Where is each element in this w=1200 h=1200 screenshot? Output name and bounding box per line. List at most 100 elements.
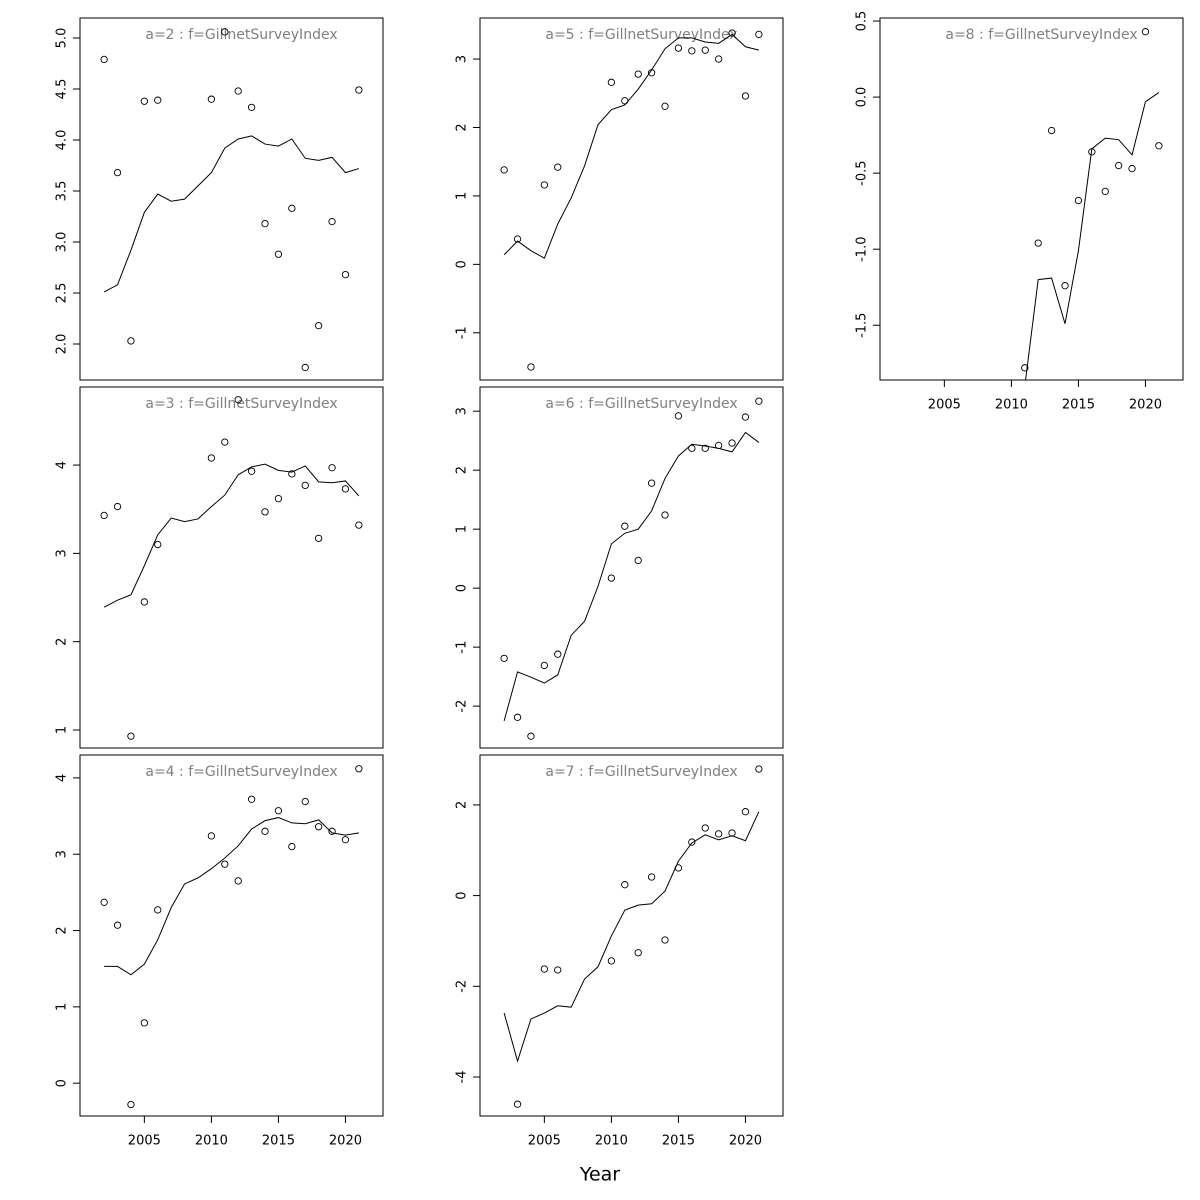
plot-area	[503, 765, 763, 1108]
observed-point	[301, 363, 309, 372]
plot-area	[500, 397, 763, 740]
observed-point	[554, 966, 562, 974]
observed-point	[688, 838, 696, 846]
observed-point	[207, 454, 216, 462]
observed-point	[513, 713, 522, 721]
x-tick-label: 2010	[995, 398, 1028, 413]
panel-title: a=3 : f=GillnetSurveyIndex	[145, 396, 337, 412]
observed-point	[301, 481, 309, 490]
observed-point	[688, 444, 696, 452]
observed-point	[1155, 142, 1163, 150]
observed-point	[127, 337, 135, 345]
observed-point	[500, 166, 508, 174]
observed-point	[100, 511, 108, 520]
observed-point	[113, 502, 122, 511]
plot-area	[1021, 28, 1163, 380]
observed-point	[661, 102, 669, 110]
observed-point	[261, 827, 269, 835]
panel-title: a=2 : f=GillnetSurveyIndex	[145, 27, 337, 43]
y-tick-label: -0.5	[855, 160, 870, 185]
observed-point	[714, 441, 723, 450]
y-tick-label: -1.5	[855, 313, 870, 338]
observed-point	[527, 732, 535, 740]
observed-point	[274, 807, 283, 815]
observed-point	[634, 556, 642, 565]
observed-point	[301, 797, 309, 806]
observed-point	[113, 168, 122, 177]
panel-frame	[79, 754, 384, 1117]
x-tick-label: 2020	[329, 1134, 362, 1149]
y-tick-label: 2	[55, 638, 70, 646]
observed-point	[261, 219, 269, 228]
observed-point	[527, 363, 535, 371]
y-tick-label: -2	[455, 700, 470, 713]
observed-point	[540, 181, 549, 189]
observed-point	[341, 836, 350, 844]
y-tick-label: 3	[455, 55, 470, 63]
observed-point	[314, 321, 323, 330]
observed-point	[647, 69, 656, 77]
observed-point	[127, 1100, 135, 1109]
y-tick-label: 2	[55, 926, 70, 934]
y-tick-label: 3	[455, 407, 470, 415]
plot-area	[100, 765, 363, 1109]
fitted-line	[503, 431, 760, 722]
observed-point	[100, 55, 108, 64]
observed-point	[355, 521, 363, 529]
observed-point	[355, 765, 363, 773]
observed-point	[741, 808, 750, 816]
y-tick-label: 4	[55, 774, 70, 782]
observed-point	[728, 439, 736, 447]
plot-area	[500, 29, 763, 371]
observed-point	[1021, 364, 1029, 372]
observed-point	[100, 898, 108, 906]
observed-point	[621, 522, 629, 530]
observed-point	[755, 765, 763, 773]
y-tick-label: 3.5	[55, 181, 70, 202]
observed-point	[221, 28, 229, 36]
observed-point	[607, 78, 616, 86]
observed-point	[674, 864, 683, 872]
y-tick-label: 3.0	[55, 232, 70, 253]
observed-point	[288, 204, 296, 212]
y-tick-label: 1	[55, 726, 70, 734]
observed-point	[247, 467, 256, 475]
x-tick-label: 2005	[528, 1134, 561, 1149]
observed-point	[714, 55, 723, 63]
y-tick-label: -1.0	[855, 237, 870, 262]
observed-point	[207, 95, 216, 103]
panel-frame	[479, 754, 784, 1117]
fitted-line	[1025, 92, 1160, 380]
observed-point	[755, 397, 763, 405]
panel-frame	[479, 17, 784, 381]
observed-point	[1128, 164, 1136, 173]
y-tick-label: 3	[55, 850, 70, 858]
observed-point	[607, 574, 616, 582]
observed-point	[674, 412, 683, 420]
observed-point	[261, 508, 269, 516]
y-tick-label: 0.5	[855, 11, 870, 32]
observed-point	[154, 906, 162, 914]
y-tick-label: 1	[55, 1003, 70, 1011]
observed-point	[234, 87, 242, 95]
panel-frame	[879, 17, 1184, 381]
observed-point	[513, 235, 522, 243]
y-tick-label: 0	[455, 891, 470, 899]
observed-point	[288, 842, 296, 851]
observed-point	[288, 470, 296, 478]
x-tick-label: 2010	[595, 1134, 628, 1149]
observed-point	[634, 70, 642, 78]
observed-point	[1141, 28, 1150, 36]
observed-point	[127, 732, 135, 740]
x-tick-label: 2020	[729, 1134, 762, 1149]
fitted-line	[103, 463, 360, 608]
panel-frame	[479, 386, 784, 749]
observed-point	[701, 444, 709, 452]
y-tick-label: 2.5	[55, 283, 70, 304]
panel-title: a=6 : f=GillnetSurveyIndex	[545, 396, 737, 412]
observed-point	[701, 46, 709, 54]
observed-point	[513, 1100, 522, 1108]
observed-point	[540, 965, 549, 973]
panel-frame	[79, 17, 384, 381]
